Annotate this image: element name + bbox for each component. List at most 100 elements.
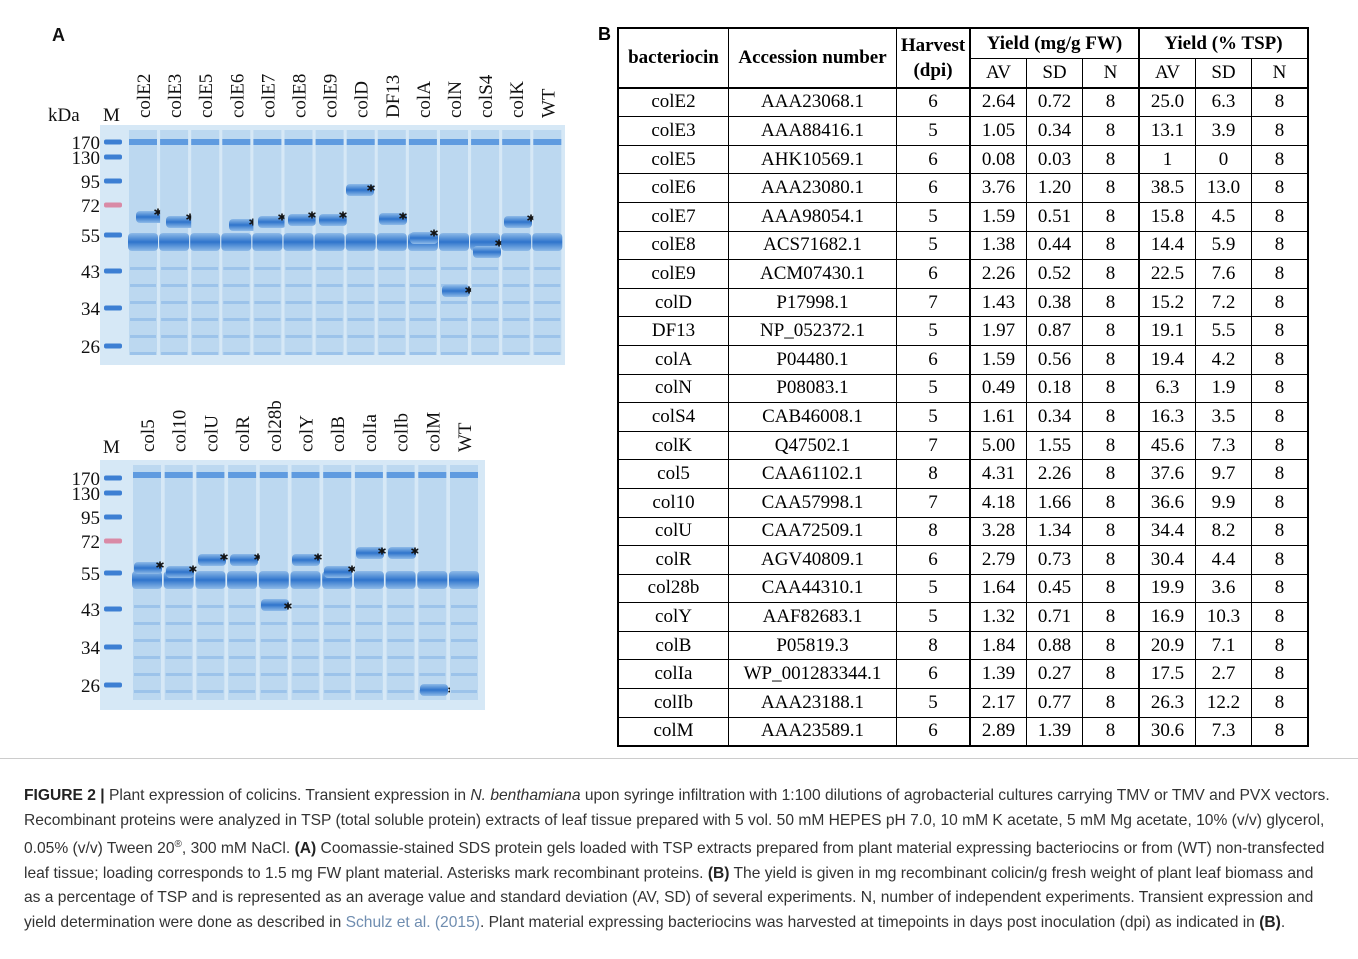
table-cell: 17.5 [1139, 660, 1196, 689]
caption-run: , 300 mM NaCl. [182, 840, 295, 857]
table-cell: 15.2 [1139, 288, 1196, 317]
table-cell: 16.3 [1139, 403, 1196, 432]
table-cell: 8 [1083, 631, 1140, 660]
table-cell: 8 [1252, 374, 1309, 403]
lane-label: colE6 [227, 74, 248, 118]
table-cell: 8 [1252, 288, 1309, 317]
band [419, 673, 445, 676]
marker-label: 43 [81, 262, 100, 283]
table-cell: 8.2 [1196, 517, 1252, 546]
table-cell: 5 [897, 231, 971, 260]
marker-band [104, 571, 122, 576]
band [355, 472, 383, 478]
band [472, 267, 498, 270]
marker-label: 43 [81, 600, 100, 621]
band [223, 318, 249, 321]
header-cell: Harvest(dpi) [897, 28, 971, 88]
table-cell: 13.0 [1196, 174, 1252, 203]
table-cell: 8 [1252, 403, 1309, 432]
table-cell: 45.6 [1139, 431, 1196, 460]
band [418, 472, 446, 478]
band [161, 318, 187, 321]
band [451, 605, 477, 608]
band [134, 639, 160, 642]
table-cell: 8 [1083, 603, 1140, 632]
band [134, 656, 160, 659]
band [161, 352, 187, 355]
table-row: colE2AAA23068.162.640.72825.06.38 [618, 88, 1308, 117]
table-cell: 8 [1083, 231, 1140, 260]
table-cell: 5.5 [1196, 317, 1252, 346]
band [197, 673, 223, 676]
band [348, 318, 374, 321]
table-cell: 8 [1252, 546, 1309, 575]
band [229, 639, 255, 642]
table-cell: 0.73 [1027, 546, 1083, 575]
table-row: colE5AHK10569.160.080.038108 [618, 145, 1308, 174]
lane-label: colE3 [165, 74, 186, 118]
table-cell: 5 [897, 317, 971, 346]
band [317, 318, 343, 321]
table-cell: 1.43 [970, 288, 1027, 317]
band [356, 656, 382, 659]
table-row: colE9ACM07430.162.260.52822.57.68 [618, 260, 1308, 289]
table-cell: 6.3 [1196, 88, 1252, 117]
marker-band [104, 683, 122, 688]
band [472, 301, 498, 304]
lane-label: colN [445, 81, 466, 118]
table-cell: 0.71 [1027, 603, 1083, 632]
table-row: colYAAF82683.151.320.71816.910.38 [618, 603, 1308, 632]
table-cell: P04480.1 [729, 345, 897, 374]
band [161, 267, 187, 270]
band [324, 690, 350, 693]
table-cell: 0.49 [970, 374, 1027, 403]
table-cell: 8 [1252, 488, 1309, 517]
subheader-cell: N [1083, 59, 1140, 88]
table-cell: 2.17 [970, 689, 1027, 718]
band [379, 318, 405, 321]
band [348, 335, 374, 338]
band [130, 335, 156, 338]
table-cell: 8 [1252, 88, 1309, 117]
band [379, 284, 405, 287]
table-cell: colE6 [618, 174, 729, 203]
band [503, 301, 529, 304]
table-cell: 7.3 [1196, 431, 1252, 460]
band [230, 554, 258, 566]
band [166, 673, 192, 676]
lane-label: col5 [138, 419, 159, 452]
band [449, 571, 479, 589]
marker-label: 55 [81, 226, 100, 247]
band [291, 571, 321, 589]
header-text: Harvest [901, 35, 965, 56]
band [227, 571, 257, 589]
lane-label: colIb [392, 413, 413, 452]
table-cell: 7 [897, 431, 971, 460]
table-cell: 0.34 [1027, 117, 1083, 146]
band [197, 656, 223, 659]
table-cell: CAB46008.1 [729, 403, 897, 432]
table-cell: 8 [1083, 689, 1140, 718]
table-cell: 8 [1083, 546, 1140, 575]
table-cell: 0 [1196, 145, 1252, 174]
table-cell: 26.3 [1139, 689, 1196, 718]
table-cell: 2.89 [970, 717, 1027, 746]
table-cell: 4.2 [1196, 345, 1252, 374]
band [293, 622, 319, 625]
table-cell: AHK10569.1 [729, 145, 897, 174]
table-cell: 5.9 [1196, 231, 1252, 260]
table-cell: 0.72 [1027, 88, 1083, 117]
band [293, 690, 319, 693]
lane-label: col28b [265, 400, 286, 452]
table-cell: 8 [1083, 202, 1140, 231]
table-cell: 30.4 [1139, 546, 1196, 575]
band [293, 639, 319, 642]
table-row: colS4CAB46008.151.610.34816.33.58 [618, 403, 1308, 432]
caption-link[interactable]: Schulz et al. (2015) [346, 914, 480, 931]
table-cell: 0.44 [1027, 231, 1083, 260]
band [223, 284, 249, 287]
table-cell: col5 [618, 460, 729, 489]
table-cell: AAA23188.1 [729, 689, 897, 718]
band [254, 301, 280, 304]
table-cell: AAA23068.1 [729, 88, 897, 117]
